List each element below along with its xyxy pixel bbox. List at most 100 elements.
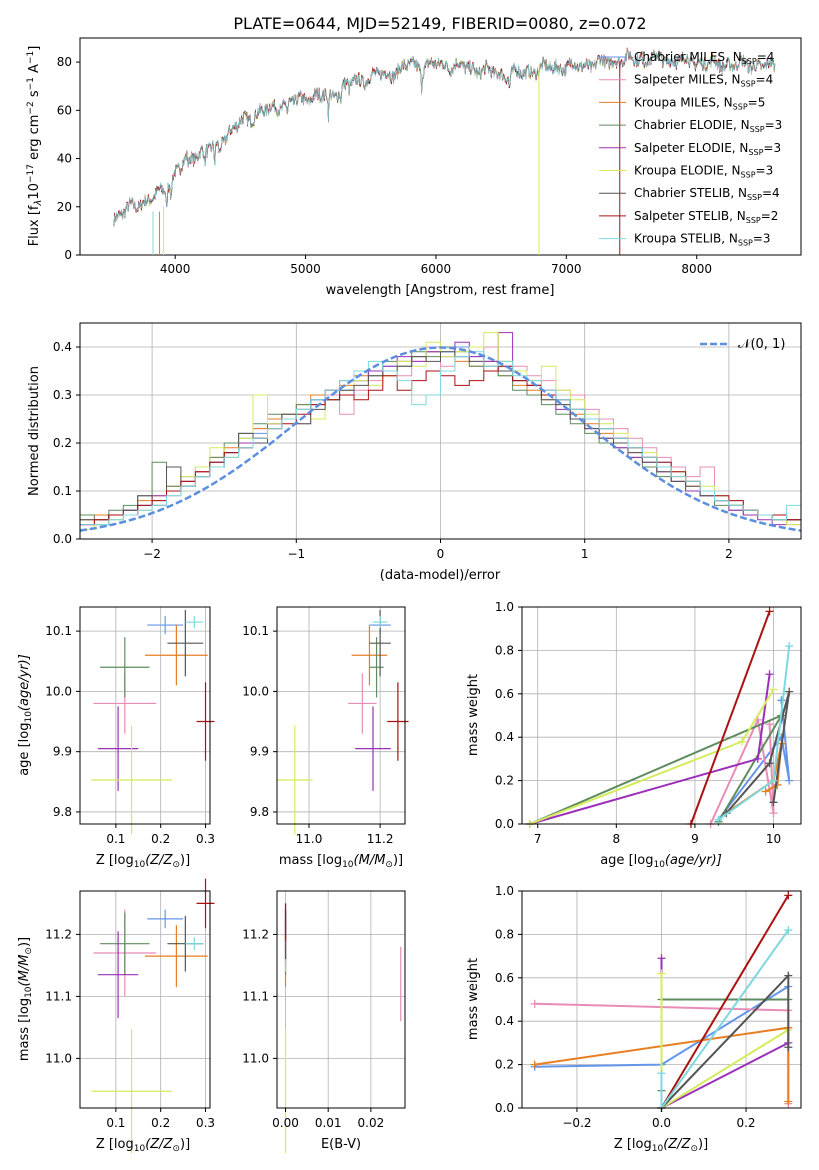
weight-line bbox=[660, 894, 790, 1109]
legend-label: Salpeter MILES, NSSP=4 bbox=[634, 73, 773, 89]
weight-marker bbox=[530, 1060, 539, 1069]
agem-xlabel: mass [log10(M/M⊙)] bbox=[279, 853, 403, 870]
residual-xtick-label: −1 bbox=[287, 547, 305, 561]
residual-ytick-label: 0.0 bbox=[53, 532, 72, 546]
legend-label: Chabrier STELIB, NSSP=4 bbox=[634, 186, 780, 202]
mz-xlabel: Z [log10(Z/Z⊙)] bbox=[96, 1137, 190, 1154]
me-xlabel: E(B-V) bbox=[321, 1137, 361, 1152]
weight-marker bbox=[657, 1069, 666, 1078]
mz-ylabel: mass [log10(M/M⊙)] bbox=[17, 937, 34, 1061]
spectrum-panel: 4000 5000 6000 7000 8000 0 20 40 60 80 Chabrier M… bbox=[26, 37, 802, 298]
weight-marker bbox=[784, 926, 793, 935]
weight-marker bbox=[769, 809, 778, 818]
panel-xtick-label: 0.3 bbox=[196, 832, 215, 846]
panel-ytick-label: 11.1 bbox=[242, 989, 269, 1003]
weight-line bbox=[717, 645, 791, 821]
panel-ytick-label: 1.0 bbox=[495, 884, 514, 898]
residual-ytick-label: 0.3 bbox=[53, 388, 72, 402]
agez-ylabel: age [log10(age/yr)] bbox=[17, 654, 34, 776]
weight-marker bbox=[761, 787, 770, 796]
panel-ytick-label: 0.4 bbox=[495, 1014, 514, 1028]
panel-xtick-label: 11.0 bbox=[296, 832, 323, 846]
agez-xlabel: Z [log10(Z/Z⊙)] bbox=[96, 853, 190, 870]
spectrum-ytick-label: 0 bbox=[64, 248, 72, 262]
weight-marker bbox=[738, 737, 747, 746]
panel-frame bbox=[276, 890, 406, 1109]
panel-ytick-label: 11.0 bbox=[242, 1051, 269, 1065]
residual-xtick-label: 2 bbox=[725, 547, 733, 561]
weight-marker bbox=[784, 891, 793, 900]
panel-xtick-label: 0.01 bbox=[315, 1116, 342, 1130]
panel-ytick-label: 0.4 bbox=[495, 730, 514, 744]
weight-vs-age-panel: 7 8 9 10 0.0 0.2 0.4 0.6 0.8 1.0 bbox=[495, 600, 802, 846]
weight-marker bbox=[769, 776, 778, 785]
weight-marker bbox=[765, 759, 774, 768]
weight-marker bbox=[753, 754, 762, 763]
weight-line bbox=[690, 610, 771, 825]
weight-marker bbox=[714, 815, 723, 824]
wage-ylabel: mass weight bbox=[466, 674, 481, 756]
panel-ytick-label: 0.0 bbox=[495, 1101, 514, 1115]
weight-marker bbox=[784, 1043, 793, 1052]
panel-xtick-label: 0.3 bbox=[196, 1116, 215, 1130]
panel-ytick-label: 10.0 bbox=[45, 684, 72, 698]
panel-xtick-label: 0.1 bbox=[106, 1116, 125, 1130]
panel-xtick-label: 0.2 bbox=[151, 832, 170, 846]
residual-ytick-label: 0.1 bbox=[53, 484, 72, 498]
panel-xtick-label: 10 bbox=[766, 832, 781, 846]
legend-label: Chabrier ELODIE, NSSP=3 bbox=[634, 118, 782, 134]
weight-marker bbox=[657, 969, 666, 978]
panel-xtick-label: 8 bbox=[612, 832, 620, 846]
age-vs-z-panel: 0.1 0.2 0.3 9.8 9.9 10.0 10.1 bbox=[45, 606, 215, 846]
residual-histogram bbox=[80, 351, 801, 526]
residual-xtick-label: −2 bbox=[143, 547, 161, 561]
legend-label: Kroupa ELODIE, NSSP=3 bbox=[634, 164, 773, 180]
legend-label: Kroupa STELIB, NSSP=3 bbox=[634, 232, 771, 248]
spectrum-xtick-label: 4000 bbox=[160, 262, 191, 276]
residual-xlabel: (data-model)/error bbox=[380, 568, 501, 583]
spectrum-ytick-label: 40 bbox=[57, 152, 72, 166]
weight-line bbox=[529, 674, 771, 825]
weight-marker bbox=[784, 971, 793, 980]
panel-ytick-label: 1.0 bbox=[495, 600, 514, 614]
panel-frame bbox=[79, 890, 211, 1109]
panel-ytick-label: 0.6 bbox=[495, 971, 514, 985]
weight-line bbox=[709, 716, 775, 825]
weight-line bbox=[529, 713, 784, 825]
wage-xlabel: age [log10(age/yr)] bbox=[600, 853, 722, 870]
residual-ytick-label: 0.2 bbox=[53, 436, 72, 450]
panel-xtick-label: −0.2 bbox=[562, 1116, 591, 1130]
age-vs-mass-panel: 11.0 11.2 9.8 9.9 10.0 10.1 bbox=[242, 606, 409, 846]
spectrum-xtick-label: 5000 bbox=[290, 262, 321, 276]
residual-panel: −2 −1 0 1 2 0.0 0.1 0.2 0.3 0.4 𝒩(0, 1) (data-mod… bbox=[27, 322, 802, 583]
legend-label: Salpeter STELIB, NSSP=2 bbox=[634, 209, 778, 225]
gauss-legend-label: 𝒩(0, 1) bbox=[738, 337, 785, 352]
spectrum-ylabel: Flux [fλ10−17 erg cm−2 s−1 A−1] bbox=[26, 46, 44, 247]
weight-marker bbox=[530, 999, 539, 1008]
panel-ytick-label: 9.8 bbox=[250, 805, 269, 819]
residual-histograms bbox=[80, 332, 801, 530]
spectrum-ytick-label: 80 bbox=[57, 55, 72, 69]
panel-ytick-label: 10.0 bbox=[242, 684, 269, 698]
panel-ytick-label: 9.9 bbox=[53, 745, 72, 759]
panel-ytick-label: 0.2 bbox=[495, 1058, 514, 1072]
panel-frame bbox=[521, 606, 802, 825]
weight-line bbox=[660, 958, 789, 1110]
legend-label: Salpeter ELODIE, NSSP=3 bbox=[634, 141, 781, 157]
spectrum-xtick-label: 8000 bbox=[681, 262, 712, 276]
spectrum-legend: Chabrier MILES, NSSP=4 Salpeter MILES, NS… bbox=[599, 50, 782, 248]
panel-ytick-label: 11.2 bbox=[45, 927, 72, 941]
weight-line bbox=[529, 688, 775, 825]
panel-ytick-label: 11.1 bbox=[45, 989, 72, 1003]
residual-ylabel: Normed distribution bbox=[27, 366, 42, 496]
spectrum-xtick-label: 7000 bbox=[551, 262, 582, 276]
weight-marker bbox=[765, 607, 774, 616]
panel-xtick-label: 0.1 bbox=[106, 832, 125, 846]
panel-ytick-label: 11.2 bbox=[242, 927, 269, 941]
panel-ytick-label: 0.2 bbox=[495, 774, 514, 788]
panel-ytick-label: 11.0 bbox=[45, 1051, 72, 1065]
panel-ytick-label: 0.8 bbox=[495, 643, 514, 657]
panel-xtick-label: 9 bbox=[691, 832, 699, 846]
legend-label: Chabrier MILES, NSSP=4 bbox=[634, 50, 774, 66]
residual-xtick-label: 1 bbox=[581, 547, 589, 561]
